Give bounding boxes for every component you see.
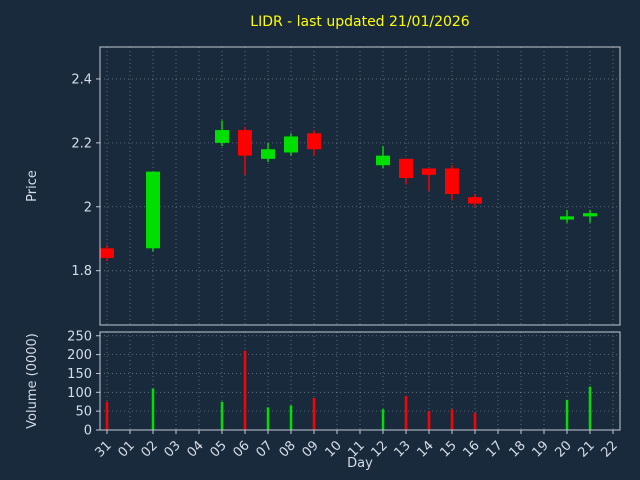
- candle-body: [238, 130, 252, 156]
- candle-body: [445, 168, 459, 194]
- volume-bar: [151, 388, 155, 430]
- price-tick-label: 2.4: [71, 72, 92, 87]
- volume-bar: [266, 407, 270, 430]
- volume-bar: [427, 411, 431, 430]
- candle-body: [307, 133, 321, 150]
- candle-body: [468, 197, 482, 204]
- volume-bar: [565, 399, 569, 430]
- candle-body: [215, 130, 229, 143]
- price-panel-spine: [99, 46, 621, 326]
- candle-body: [284, 136, 298, 153]
- price-tick-label: 2: [84, 200, 92, 215]
- volume-bar: [105, 401, 109, 430]
- volume-bar: [473, 413, 477, 430]
- volume-bar: [312, 397, 316, 430]
- candle-body: [100, 248, 114, 258]
- candle-body: [146, 171, 160, 249]
- volume-bar: [588, 386, 592, 430]
- candle-body: [560, 216, 574, 220]
- volume-tick-label: 100: [67, 386, 92, 401]
- volume-bar: [381, 409, 385, 430]
- candle-body: [399, 158, 413, 179]
- volume-bar: [450, 409, 454, 430]
- candle-body: [422, 168, 436, 175]
- volume-tick-label: 250: [67, 329, 92, 344]
- price-axis-label: Price: [25, 170, 40, 202]
- volume-bar: [289, 405, 293, 430]
- candle-body: [376, 155, 390, 166]
- volume-bar: [404, 396, 408, 430]
- volume-axis-label: Volume (0000): [25, 333, 40, 429]
- volume-bar: [243, 350, 247, 430]
- price-tick-label: 2.2: [71, 136, 92, 151]
- candle-body: [261, 149, 275, 159]
- x-axis-label: Day: [347, 456, 373, 471]
- volume-bar: [220, 401, 224, 430]
- volume-tick-label: 0: [84, 424, 92, 439]
- volume-tick-label: 200: [67, 348, 92, 363]
- price-tick-label: 1.8: [71, 264, 92, 279]
- candle-body: [583, 213, 597, 217]
- volume-tick-label: 150: [67, 367, 92, 382]
- chart-title: LIDR - last updated 21/01/2026: [250, 14, 470, 30]
- volume-tick-label: 50: [75, 405, 92, 420]
